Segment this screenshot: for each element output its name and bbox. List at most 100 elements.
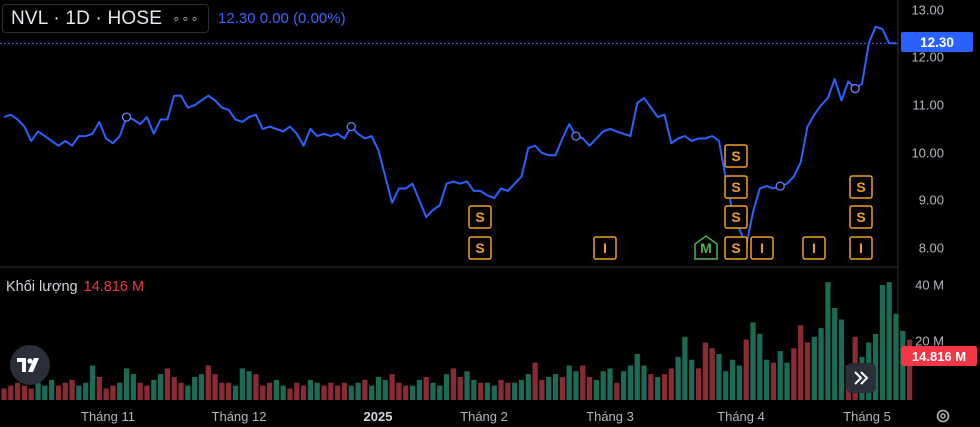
volume-bar (89, 365, 96, 400)
volume-bar (804, 342, 811, 400)
volume-bar (600, 371, 606, 400)
volume-bar (661, 374, 668, 400)
volume-bar (655, 377, 661, 400)
event-marker-label: I (812, 240, 816, 256)
volume-bar (83, 382, 89, 400)
gear-icon[interactable] (934, 407, 952, 425)
event-marker (694, 235, 718, 260)
tradingview-logo-icon[interactable] (10, 345, 50, 385)
symbol-title[interactable]: NVL · 1D · HOSE (11, 7, 163, 29)
volume-bar (266, 382, 273, 400)
volume-bar (96, 377, 102, 400)
time-axis-label: Tháng 12 (211, 409, 267, 424)
volume-bar (907, 339, 913, 400)
event-marker (750, 236, 774, 260)
volume-bar (437, 385, 443, 400)
symbol-selector[interactable]: NVL · 1D · HOSE ∘∘∘ (2, 4, 209, 33)
volume-bar (764, 359, 770, 400)
price-axis-label: 9.00 (918, 192, 944, 208)
volume-bar (478, 382, 484, 400)
volume-bar (668, 368, 674, 400)
volume-bar (137, 382, 143, 400)
volume-bar (15, 382, 21, 400)
volume-bar (430, 382, 436, 400)
double-chevron-right-icon[interactable] (846, 363, 876, 393)
volume-bar (743, 339, 749, 400)
volume-bar (49, 379, 55, 400)
event-marker (593, 236, 617, 260)
volume-bar (307, 379, 314, 400)
volume-bar (69, 379, 75, 400)
volume-bar (232, 385, 239, 400)
volume-bar (505, 382, 511, 400)
volume-bar (702, 342, 708, 400)
volume-bar (607, 368, 613, 400)
volume-bar (825, 282, 831, 400)
volume-bar (369, 385, 375, 400)
volume-value: 14.816 M (83, 279, 145, 295)
event-marker-label: S (731, 179, 740, 195)
event-marker-label: S (856, 179, 865, 195)
volume-bar (627, 365, 634, 400)
volume-bar (219, 382, 225, 400)
dividend-marker (121, 112, 132, 122)
volume-bar (471, 379, 477, 400)
volume-bar (151, 379, 157, 400)
volume-bar (832, 308, 838, 400)
volume-label: Khối lượng (6, 279, 78, 295)
volume-bar (341, 382, 348, 400)
volume-bar (253, 374, 259, 400)
volume-bar (239, 368, 245, 400)
current-price-badge: 12.30 (901, 32, 973, 52)
volume-axis-label: 40 M (915, 277, 944, 293)
volume-bar (62, 382, 68, 400)
time-axis-label: Tháng 2 (460, 409, 508, 424)
volume-bar (518, 379, 525, 400)
current-volume-badge: 14.816 M (901, 346, 977, 366)
volume-bar (300, 385, 307, 400)
volume-bar (362, 379, 368, 400)
volume-bar (491, 385, 497, 400)
volume-bar (539, 379, 545, 400)
volume-bar (695, 368, 702, 400)
volume-bar (35, 382, 41, 400)
event-marker (849, 205, 873, 229)
volume-bar (552, 374, 559, 400)
price-axis-label: 12.00 (911, 49, 944, 65)
volume-bar (280, 385, 286, 400)
event-marker-label: S (731, 240, 740, 256)
event-marker-label: S (856, 209, 865, 225)
volume-bar (355, 382, 361, 400)
volume-bar (21, 385, 28, 400)
volume-bar (879, 285, 885, 400)
volume-bar (750, 322, 756, 400)
time-axis-label: Tháng 11 (81, 409, 135, 424)
volume-bar (675, 356, 681, 400)
volume-bar (273, 379, 279, 400)
volume-bar (777, 351, 783, 400)
volume-bar (634, 354, 640, 400)
volume-bar (893, 313, 899, 400)
event-marker-label: S (475, 240, 484, 256)
price-axis-label: 13.00 (911, 2, 944, 18)
more-dots-icon[interactable]: ∘∘∘ (172, 10, 200, 26)
event-marker (724, 144, 748, 168)
volume-bar (736, 365, 742, 400)
volume-bar (464, 371, 470, 400)
dividend-marker (571, 131, 581, 141)
volume-bar (443, 374, 450, 400)
volume-bar (484, 382, 491, 400)
volume-bar (103, 388, 109, 400)
volume-bar (260, 385, 266, 400)
dividend-marker (775, 181, 785, 191)
volume-bar (886, 282, 892, 400)
volume-bar (811, 336, 817, 400)
volume-bar (382, 379, 388, 400)
volume-bar (212, 374, 218, 400)
event-marker-label: S (475, 209, 484, 225)
volume-legend[interactable]: Khối lượng 14.816 M (6, 279, 144, 295)
volume-bar (198, 374, 205, 400)
volume-bar (525, 374, 531, 400)
